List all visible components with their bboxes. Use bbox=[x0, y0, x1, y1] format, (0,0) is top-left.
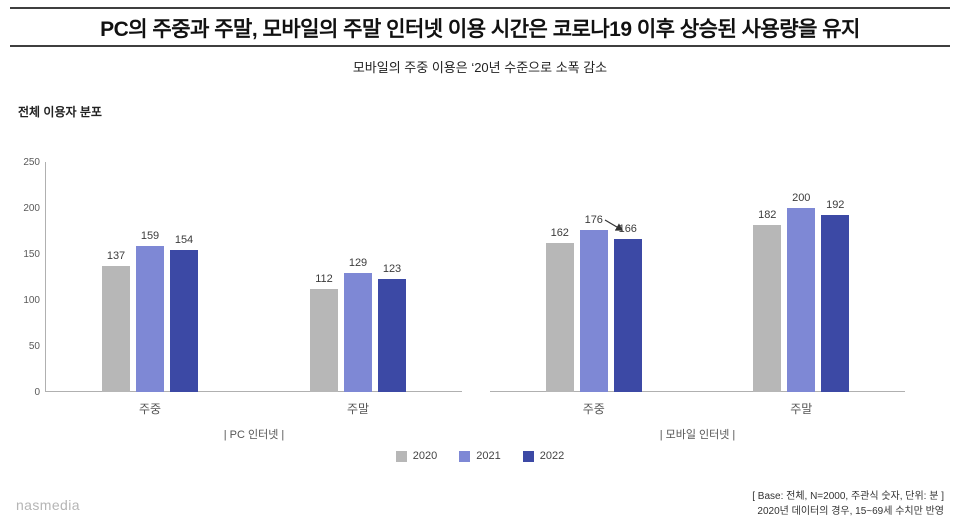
pc-internet-chart: | PC 인터넷 | 137 159 154 주중 112 129 123 주말 bbox=[45, 162, 462, 441]
bar-value-label: 159 bbox=[140, 230, 160, 242]
data-note: 2020년 데이터의 경우, 15~69세 수치만 반영 bbox=[757, 506, 944, 517]
bar-value-label: 123 bbox=[382, 263, 402, 275]
legend-item-2021: 2021 bbox=[459, 450, 501, 462]
title-top-rule bbox=[10, 7, 950, 9]
bar-group-주말: 182 200 192 주말 bbox=[753, 162, 850, 416]
category-label: 주말 bbox=[346, 402, 370, 416]
y-tick-label: 150 bbox=[23, 249, 40, 260]
bar-2020: 137 bbox=[102, 250, 130, 392]
nasmedia-logo: nasmedia bbox=[16, 497, 80, 513]
bar-2021: 200 bbox=[787, 192, 816, 392]
bar-value-label: 112 bbox=[315, 273, 333, 285]
base-note: [ Base: 전체, N=2000, 주관식 숫자, 단위: 분 ] bbox=[752, 491, 944, 502]
y-tick-label: 50 bbox=[28, 341, 40, 352]
bar-value-label: 137 bbox=[106, 250, 126, 262]
y-tick-label: 100 bbox=[23, 295, 40, 306]
mobile-chart-label: | 모바일 인터넷 | bbox=[659, 429, 736, 441]
legend-swatch bbox=[522, 450, 534, 462]
title-bottom-rule bbox=[10, 45, 950, 47]
legend-swatch bbox=[395, 450, 407, 462]
bar-value-label: 182 bbox=[758, 209, 777, 221]
bar-group-주중: 137 159 154 주중 bbox=[102, 162, 198, 416]
pc-chart-label: | PC 인터넷 | bbox=[223, 429, 285, 441]
mobile-internet-chart: | 모바일 인터넷 | 162 176 166 주중 182 200 192 주말 bbox=[490, 162, 905, 441]
bar-2022: 166 bbox=[613, 223, 642, 392]
mobile-x-axis-line bbox=[490, 391, 905, 392]
bar-2022: 154 bbox=[170, 234, 198, 392]
chart-title: 전체 이용자 분포 bbox=[18, 105, 102, 119]
y-tick-label: 200 bbox=[23, 203, 40, 214]
y-tick-label: 250 bbox=[23, 157, 40, 168]
bar-value-label: 200 bbox=[792, 192, 811, 204]
bar-group-주말: 112 129 123 주말 bbox=[310, 162, 406, 416]
bar-value-label: 162 bbox=[550, 227, 569, 239]
bar-2022: 192 bbox=[821, 199, 850, 392]
bar-value-label: 176 bbox=[584, 214, 603, 226]
page-title: PC의 주중과 주말, 모바일의 주말 인터넷 이용 시간은 코로나19 이후 … bbox=[100, 18, 860, 41]
bar-2020: 182 bbox=[753, 209, 782, 392]
legend-label: 2022 bbox=[539, 450, 565, 462]
footer-notes: [ Base: 전체, N=2000, 주관식 숫자, 단위: 분 ] 2020… bbox=[752, 489, 944, 519]
pc-x-axis-line bbox=[46, 391, 462, 392]
legend-swatch bbox=[459, 450, 471, 462]
legend-label: 2021 bbox=[476, 450, 501, 462]
legend-item-2022: 2022 bbox=[522, 450, 565, 462]
bar-2022: 123 bbox=[378, 263, 406, 392]
bar-value-label: 154 bbox=[174, 234, 194, 246]
chart-legend: 2020 2021 2022 bbox=[0, 450, 960, 462]
legend-item-2020: 2020 bbox=[395, 450, 438, 462]
bar-2020: 162 bbox=[545, 227, 574, 392]
bar-value-label: 192 bbox=[826, 199, 845, 211]
legend-label: 2020 bbox=[412, 450, 438, 462]
y-axis: 0 50 100 150 200 250 bbox=[8, 157, 40, 398]
bar-value-label: 166 bbox=[618, 223, 637, 235]
bar-2020: 112 bbox=[310, 273, 338, 392]
bar-2021: 129 bbox=[344, 257, 372, 392]
page-subtitle: 모바일의 주중 이용은 ‘20년 수준으로 소폭 감소 bbox=[352, 60, 608, 75]
category-label: 주중 bbox=[138, 402, 162, 416]
y-tick-label: 0 bbox=[34, 387, 40, 398]
category-label: 주중 bbox=[582, 402, 605, 416]
bar-2021: 159 bbox=[136, 230, 164, 392]
bar-value-label: 129 bbox=[348, 257, 368, 269]
bar-2021: 176 bbox=[579, 214, 608, 392]
category-label: 주말 bbox=[790, 402, 813, 416]
bar-group-주중: 162 176 166 주중 bbox=[545, 162, 642, 416]
